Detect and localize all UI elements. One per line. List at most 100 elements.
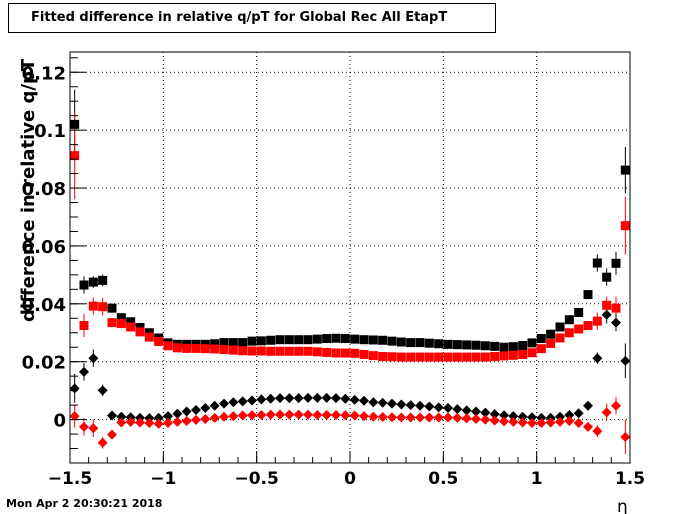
data-point-square xyxy=(452,340,462,350)
y-tick-label: 0.04 xyxy=(22,295,66,316)
data-point-diamond xyxy=(247,410,257,421)
data-point-diamond xyxy=(200,403,211,414)
data-point-diamond xyxy=(583,400,593,411)
data-point-diamond xyxy=(303,409,313,420)
data-point-diamond xyxy=(181,416,192,427)
data-point-square xyxy=(387,336,397,346)
data-point-diamond xyxy=(153,418,164,429)
data-point-square xyxy=(480,352,490,362)
data-point-square xyxy=(228,345,238,355)
data-point-square xyxy=(546,329,556,339)
data-point-square xyxy=(359,349,369,359)
grid-lines xyxy=(70,52,630,463)
data-point-square xyxy=(368,351,378,361)
data-point-diamond xyxy=(172,408,183,419)
data-point-diamond xyxy=(79,421,89,432)
data-point-square xyxy=(592,316,602,326)
data-point-diamond xyxy=(471,414,481,425)
data-point-square xyxy=(480,341,490,351)
data-point-square xyxy=(247,346,257,356)
data-point-diamond xyxy=(107,410,117,421)
data-point-square xyxy=(359,335,369,345)
data-point-diamond xyxy=(349,394,360,405)
data-point-square xyxy=(182,343,192,353)
data-point-square xyxy=(294,346,304,356)
data-point-diamond xyxy=(508,416,519,427)
data-point-square xyxy=(116,318,126,328)
data-point-diamond xyxy=(424,401,435,412)
data-point-square xyxy=(527,348,537,358)
data-point-diamond xyxy=(387,398,397,409)
data-point-diamond xyxy=(219,411,229,422)
data-point-square xyxy=(228,338,238,348)
data-point-square xyxy=(303,346,313,356)
data-point-diamond xyxy=(69,411,80,422)
x-tick-label: 0 xyxy=(344,469,356,489)
data-point-diamond xyxy=(583,421,593,432)
data-point-square xyxy=(322,334,332,344)
data-point-diamond xyxy=(349,410,360,421)
y-tick-label: 0.1 xyxy=(34,121,66,142)
data-point-square xyxy=(406,338,416,348)
x-tick-label: −1 xyxy=(150,469,176,489)
data-point-square xyxy=(611,258,621,268)
data-point-diamond xyxy=(312,409,323,420)
plot-frame xyxy=(69,51,631,464)
data-point-square xyxy=(126,317,136,327)
data-point-square xyxy=(98,302,108,312)
data-point-square xyxy=(210,344,220,354)
data-point-diamond xyxy=(293,393,304,404)
data-point-diamond xyxy=(284,409,295,420)
data-point-diamond xyxy=(321,409,332,420)
x-tick-label: 0.5 xyxy=(428,469,458,489)
data-point-diamond xyxy=(172,416,183,427)
data-point-diamond xyxy=(107,429,117,440)
data-point-diamond xyxy=(331,409,341,420)
data-point-diamond xyxy=(88,423,99,434)
data-point-square xyxy=(172,343,182,353)
x-axis-label: η xyxy=(617,497,628,514)
data-point-diamond xyxy=(564,409,575,420)
data-point-square xyxy=(284,335,294,345)
x-tick-label: 1.5 xyxy=(615,469,645,489)
y-tick-label: 0 xyxy=(53,411,66,432)
data-point-diamond xyxy=(191,414,201,425)
data-point-diamond xyxy=(396,412,407,423)
data-point-square xyxy=(620,165,630,175)
data-point-square xyxy=(462,352,472,362)
data-point-diamond xyxy=(555,416,565,427)
axis-ticks xyxy=(69,57,631,463)
data-point-square xyxy=(70,119,80,129)
data-point-square xyxy=(424,338,434,348)
data-point-square xyxy=(378,351,388,361)
data-point-square xyxy=(536,344,546,354)
data-point-diamond xyxy=(340,410,351,421)
data-point-square xyxy=(536,334,546,344)
data-point-square xyxy=(583,321,593,331)
data-point-diamond xyxy=(284,393,295,404)
data-point-diamond xyxy=(527,412,537,423)
data-point-square xyxy=(527,338,537,348)
data-point-diamond xyxy=(275,393,285,404)
data-point-diamond xyxy=(443,403,453,414)
data-point-diamond xyxy=(536,412,547,423)
data-point-diamond xyxy=(377,397,388,408)
data-point-square xyxy=(434,339,444,349)
x-tick-label: −0.5 xyxy=(234,469,278,489)
data-point-square xyxy=(490,341,500,351)
y-tick-label: 0.02 xyxy=(22,353,66,374)
data-point-square xyxy=(424,352,434,362)
data-point-diamond xyxy=(517,411,528,422)
data-point-diamond xyxy=(508,411,519,422)
y-tick-label: 0.06 xyxy=(22,237,66,258)
data-point-diamond xyxy=(611,400,621,411)
data-point-square xyxy=(294,335,304,345)
data-point-diamond xyxy=(480,414,491,425)
data-point-square xyxy=(387,352,397,362)
data-point-diamond xyxy=(489,409,500,420)
data-point-diamond xyxy=(79,366,89,377)
data-point-square xyxy=(350,348,360,358)
data-point-square xyxy=(443,352,453,362)
data-point-square xyxy=(378,335,388,345)
chart-title: Fitted difference in relative q/pT for G… xyxy=(8,3,496,33)
